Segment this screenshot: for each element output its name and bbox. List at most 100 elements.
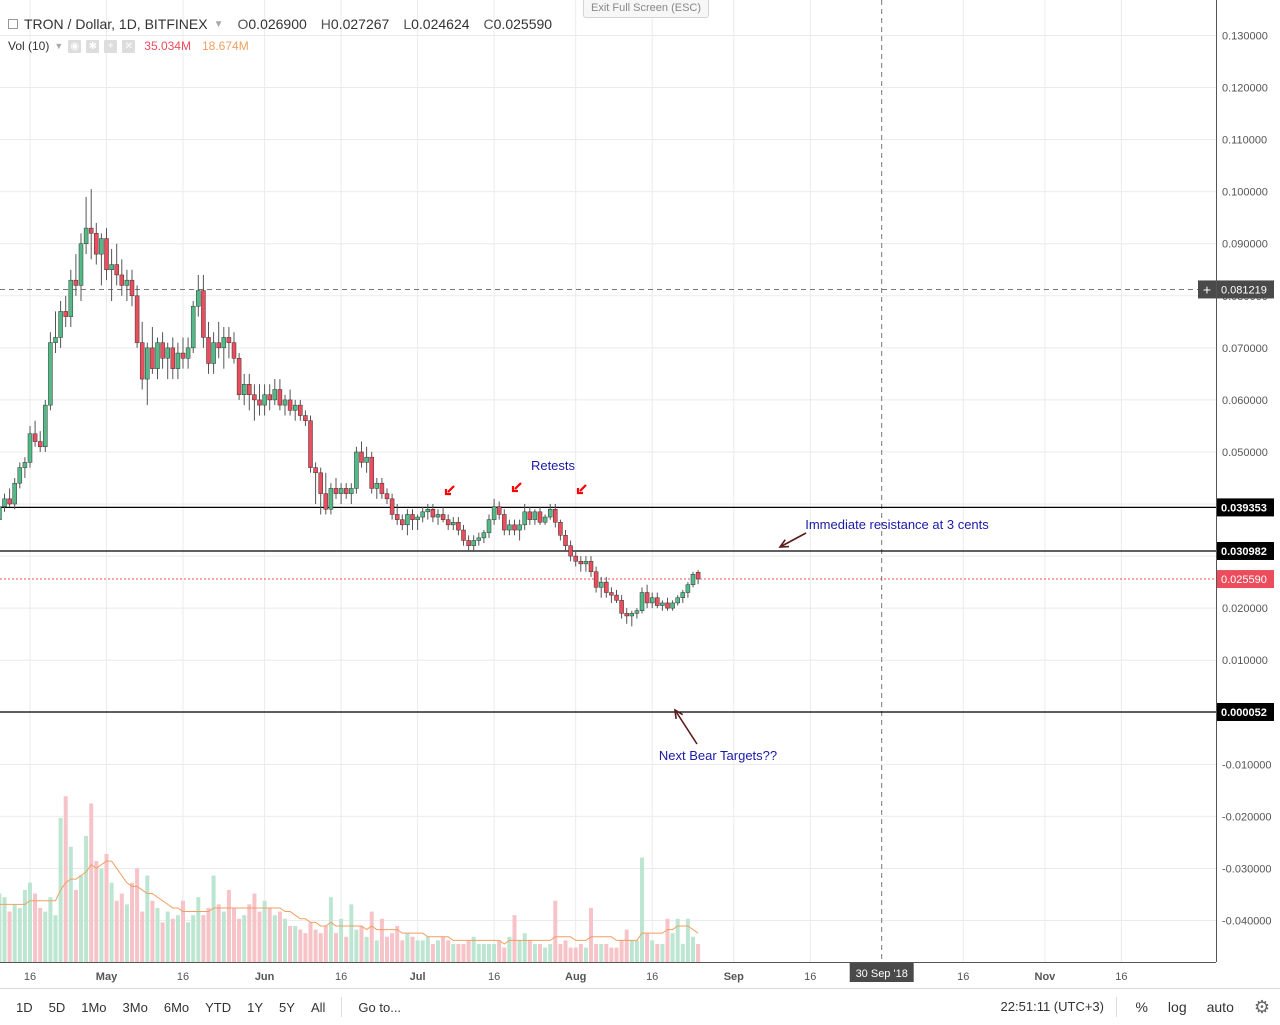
annotation-retests: Retests (531, 458, 576, 473)
candle (104, 228, 109, 281)
candle (558, 519, 563, 541)
candle-body (425, 508, 431, 513)
candle-body (139, 342, 145, 380)
time-tick-label: 16 (957, 971, 969, 983)
log-scale-button[interactable]: log (1167, 999, 1187, 1015)
time-tick-label: 16 (335, 971, 347, 983)
volume-bar (242, 915, 247, 962)
candle-body (257, 399, 262, 406)
candle-body (190, 305, 196, 349)
candle-body (114, 264, 119, 276)
candle (262, 384, 267, 416)
candle (221, 327, 227, 369)
volume-ma (0, 860, 699, 945)
candle-body (354, 451, 359, 489)
candle-body (338, 488, 344, 494)
candle (349, 483, 354, 505)
volume-bar (165, 911, 170, 962)
volume-bar (262, 900, 267, 962)
volume-bar (395, 925, 400, 962)
volume-bar (354, 929, 359, 962)
candle-body (99, 238, 104, 255)
add-icon[interactable]: + (104, 39, 118, 53)
candle-body (670, 602, 675, 609)
gear-icon[interactable]: ⚙ (1253, 996, 1270, 1017)
timeframe-button-1y[interactable]: 1Y (247, 999, 264, 1015)
collapse-legend-icon[interactable] (8, 19, 18, 29)
goto-button[interactable]: Go to... (358, 999, 402, 1015)
volume-bar (609, 947, 614, 962)
candle-body (364, 456, 369, 463)
crosshair-time-box (849, 963, 914, 982)
volume-bar (578, 943, 583, 962)
timeframe-button-5y[interactable]: 5Y (279, 999, 295, 1015)
chevron-down-icon[interactable]: ▼ (54, 41, 64, 51)
exit-fullscreen-button[interactable]: Exit Full Screen (ESC) (583, 0, 709, 18)
volume-label[interactable]: Vol (10) (8, 39, 50, 53)
volume-bar (38, 907, 43, 962)
price-tick-label: -0.010000 (1222, 759, 1272, 771)
chevron-down-icon[interactable]: ▼ (213, 18, 224, 30)
candle-body (394, 514, 400, 520)
candle-body (624, 613, 629, 617)
candle-body (109, 264, 114, 271)
timeframe-button-ytd[interactable]: YTD (205, 999, 232, 1015)
volume-bar (538, 943, 542, 962)
candle (374, 478, 380, 499)
timeframe-button-all[interactable]: All (310, 999, 326, 1015)
candle (313, 462, 318, 505)
close-icon[interactable]: ✕ (122, 39, 136, 53)
volume-bar (216, 904, 221, 962)
volume-bar (410, 936, 415, 962)
candle-body (236, 358, 242, 395)
volume-bar (318, 933, 323, 962)
timeframe-button-1d[interactable]: 1D (16, 999, 33, 1015)
eye-icon[interactable]: ◉ (68, 39, 82, 53)
candle (502, 509, 507, 536)
candle (338, 483, 344, 505)
volume-bar (48, 897, 53, 962)
symbol-title[interactable]: TRON / Dollar, 1D, BITFINEX (24, 16, 208, 32)
volume-bar (517, 940, 522, 962)
volume-bar (456, 943, 461, 962)
settings-small-icon[interactable]: ✱ (86, 39, 100, 53)
auto-scale-button[interactable]: auto (1206, 999, 1234, 1015)
candle-body (563, 535, 568, 546)
price-chart[interactable]: Retests Immediate resistance at 3 cents Ne… (0, 0, 1280, 988)
volume-bar (7, 911, 12, 962)
candle-body (349, 488, 354, 494)
time-tick-label: 16 (488, 971, 500, 983)
volume-bar (685, 918, 690, 962)
candle (318, 467, 323, 515)
candle-body (614, 594, 619, 601)
timeframe-button-1mo[interactable]: 1Mo (81, 999, 107, 1015)
candle-body (155, 342, 160, 369)
candle (175, 342, 181, 380)
candle (94, 222, 99, 265)
volume-bar (451, 943, 456, 962)
candle (614, 589, 619, 603)
candle-body (522, 511, 527, 526)
candle (420, 506, 425, 523)
candle-body (333, 488, 339, 494)
candle-body (58, 311, 63, 338)
candle-body (231, 342, 237, 359)
timeframe-button-5d[interactable]: 5D (48, 999, 66, 1015)
candle-body (272, 389, 278, 401)
candle (435, 509, 441, 525)
volume-bar (272, 915, 277, 962)
candle-body (389, 498, 395, 515)
candle (583, 556, 589, 572)
percent-scale-button[interactable]: % (1135, 999, 1148, 1015)
volume-bar (532, 943, 537, 962)
volume-bar (390, 933, 395, 962)
candle-body (323, 493, 329, 510)
candles (0, 189, 701, 627)
candle-body (609, 592, 614, 596)
timeframe-button-3mo[interactable]: 3Mo (122, 999, 148, 1015)
candle-body (496, 506, 502, 515)
candle-body (527, 511, 533, 520)
volume-bar (512, 915, 517, 962)
timeframe-button-6mo[interactable]: 6Mo (163, 999, 190, 1015)
